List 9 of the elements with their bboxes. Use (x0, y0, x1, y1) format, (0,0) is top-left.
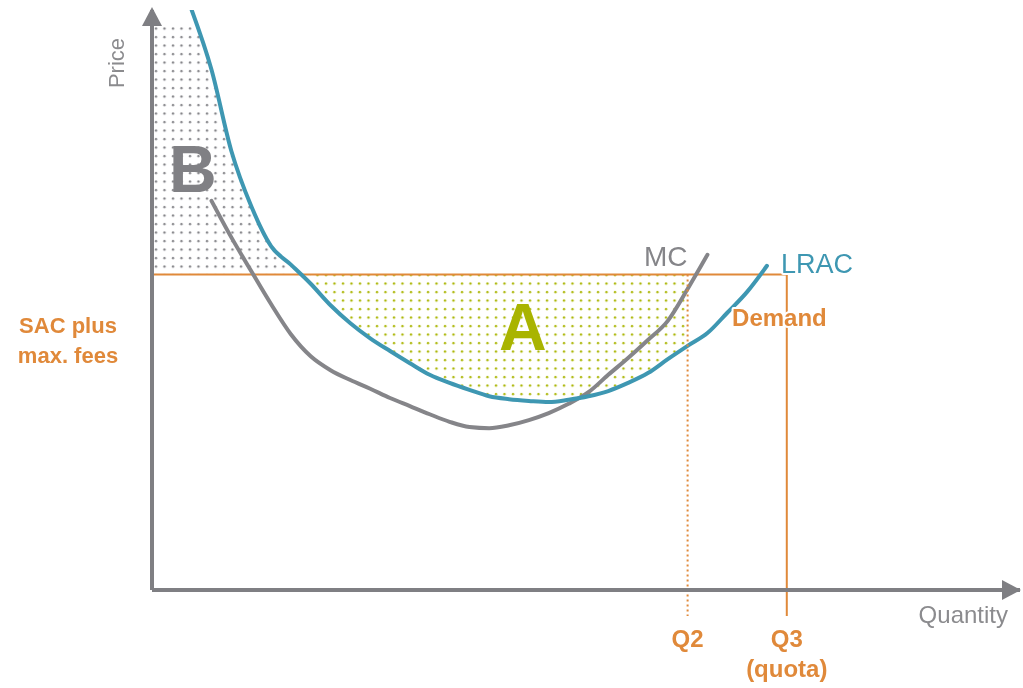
text: SAC plus max. fees (17, 313, 119, 368)
series-label: LRAC (780, 248, 853, 279)
x-axis-title: Quantity (918, 601, 1008, 628)
legend-label: A (499, 290, 547, 365)
x-tick-label: Q3 (quota) (746, 625, 828, 682)
x-tick-label: Q2 (671, 625, 704, 652)
series-label: MC (643, 240, 688, 272)
legend-label: B (169, 132, 217, 207)
y-axis-title: Price (103, 37, 129, 89)
